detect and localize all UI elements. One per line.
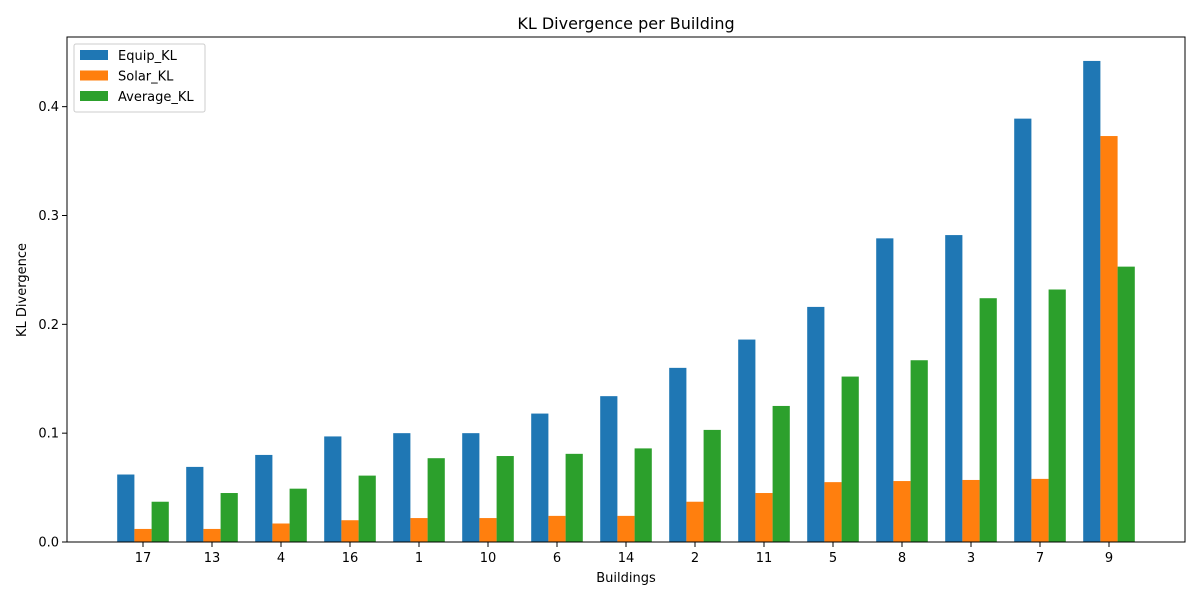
bar-equip-kl-2 [669, 367, 687, 542]
bar-average-kl-11 [772, 405, 790, 542]
bar-average-kl-14 [634, 448, 652, 542]
x-tick-label: 17 [135, 551, 152, 566]
chart-title: KL Divergence per Building [517, 14, 734, 33]
bar-solar-kl-10 [479, 518, 497, 542]
bar-solar-kl-5 [824, 482, 842, 542]
x-tick-label: 7 [1036, 551, 1044, 566]
bar-average-kl-7 [1048, 289, 1066, 542]
bar-solar-kl-14 [617, 515, 635, 542]
legend-label-solar-kl: Solar_KL [118, 70, 174, 85]
bar-average-kl-2 [703, 429, 721, 542]
bar-equip-kl-17 [117, 474, 135, 542]
x-tick-label: 2 [691, 551, 699, 566]
x-axis-label: Buildings [596, 571, 656, 586]
y-tick-label: 0.3 [38, 209, 59, 224]
bar-solar-kl-1 [410, 518, 428, 542]
bar-equip-kl-6 [531, 413, 549, 542]
y-tick-label: 0.1 [38, 427, 59, 442]
bar-average-kl-9 [1117, 266, 1135, 542]
legend-swatch-equip-kl [80, 50, 108, 60]
bar-average-kl-5 [841, 376, 859, 542]
x-tick-label: 9 [1105, 551, 1113, 566]
legend-label-equip-kl: Equip_KL [118, 49, 178, 64]
bar-equip-kl-5 [807, 306, 825, 542]
x-tick-label: 13 [204, 551, 221, 566]
bar-equip-kl-9 [1083, 60, 1101, 542]
bar-equip-kl-11 [738, 339, 756, 542]
x-tick-label: 16 [342, 551, 359, 566]
bar-solar-kl-2 [686, 501, 704, 542]
bar-solar-kl-9 [1100, 136, 1118, 543]
x-tick-label: 1 [415, 551, 423, 566]
x-tick-label: 14 [618, 551, 635, 566]
bar-average-kl-1 [427, 458, 445, 542]
legend-swatch-solar-kl [80, 70, 108, 81]
bar-equip-kl-4 [255, 454, 273, 542]
bar-solar-kl-4 [272, 523, 290, 542]
bar-solar-kl-6 [548, 515, 566, 542]
legend: Equip_KL Solar_KL Average_KL [73, 43, 206, 113]
bar-equip-kl-13 [186, 466, 204, 542]
x-tick-label: 11 [756, 551, 773, 566]
y-tick-label: 0.4 [38, 100, 59, 115]
bar-average-kl-6 [565, 453, 583, 542]
bar-equip-kl-16 [324, 436, 342, 542]
bar-equip-kl-1 [393, 433, 411, 542]
bar-solar-kl-13 [203, 528, 221, 542]
bar-equip-kl-10 [462, 433, 480, 542]
bar-solar-kl-11 [755, 493, 773, 542]
legend-swatch-average-kl [80, 91, 108, 101]
bar-average-kl-16 [358, 475, 376, 542]
bar-equip-kl-14 [600, 396, 618, 542]
bar-solar-kl-7 [1031, 478, 1049, 543]
bar-solar-kl-16 [341, 520, 359, 542]
y-axis-label: KL Divergence [15, 243, 30, 337]
bar-average-kl-17 [151, 501, 169, 542]
bar-average-kl-13 [220, 493, 238, 542]
bar-solar-kl-8 [893, 481, 911, 542]
bar-equip-kl-3 [945, 235, 963, 542]
bar-average-kl-3 [979, 298, 997, 542]
bar-equip-kl-8 [876, 238, 894, 542]
bar-solar-kl-3 [962, 479, 980, 542]
bar-solar-kl-17 [134, 528, 152, 542]
bar-equip-kl-7 [1014, 118, 1032, 542]
x-tick-label: 6 [553, 551, 561, 566]
x-tick-label: 10 [480, 551, 497, 566]
x-tick-label: 8 [898, 551, 906, 566]
x-tick-label: 4 [277, 551, 285, 566]
plot-area: 17 13 4 16 1 10 6 14 2 11 5 8 3 7 9 0.0 0.1 0.2 0.3 0.4 [38, 36, 1186, 566]
y-tick-label: 0.0 [38, 536, 59, 551]
bar-average-kl-8 [910, 360, 928, 542]
legend-label-average-kl: Average_KL [118, 90, 194, 105]
y-tick-label: 0.2 [38, 318, 59, 333]
bar-average-kl-4 [289, 488, 307, 542]
bar-average-kl-10 [496, 456, 514, 542]
x-tick-label: 5 [829, 551, 837, 566]
x-tick-label: 3 [967, 551, 975, 566]
